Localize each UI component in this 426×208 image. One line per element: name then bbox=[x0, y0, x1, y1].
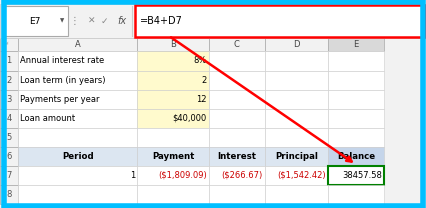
Text: 2: 2 bbox=[201, 76, 206, 84]
Text: 8: 8 bbox=[6, 190, 12, 199]
Bar bbox=[208, 90, 264, 109]
Bar bbox=[137, 109, 208, 128]
Bar bbox=[137, 166, 208, 185]
Text: Payment: Payment bbox=[152, 152, 194, 161]
Text: Principal: Principal bbox=[274, 152, 317, 161]
Bar bbox=[328, 51, 383, 71]
Text: 7: 7 bbox=[6, 171, 12, 180]
Text: ▼: ▼ bbox=[60, 19, 64, 24]
Bar bbox=[328, 71, 383, 90]
Bar bbox=[137, 147, 208, 166]
Text: 2: 2 bbox=[6, 76, 12, 84]
Text: 38457.58: 38457.58 bbox=[341, 171, 381, 180]
Text: ($1,809.09): ($1,809.09) bbox=[158, 171, 206, 180]
Text: Balance: Balance bbox=[337, 152, 374, 161]
Bar bbox=[18, 38, 137, 51]
Bar bbox=[328, 166, 383, 185]
Bar bbox=[328, 128, 383, 147]
Bar bbox=[328, 147, 383, 166]
Text: Payments per year: Payments per year bbox=[20, 95, 99, 104]
Text: ($1,542.42): ($1,542.42) bbox=[277, 171, 325, 180]
Bar bbox=[0, 38, 18, 51]
Bar bbox=[0, 128, 18, 147]
Text: 3: 3 bbox=[6, 95, 12, 104]
Bar bbox=[18, 51, 137, 71]
Bar bbox=[264, 51, 328, 71]
Text: B: B bbox=[170, 40, 176, 49]
Text: Interest: Interest bbox=[217, 152, 256, 161]
Bar bbox=[208, 51, 264, 71]
Text: C: C bbox=[233, 40, 239, 49]
Text: Period: Period bbox=[62, 152, 93, 161]
Bar bbox=[0, 185, 18, 204]
Bar bbox=[208, 147, 264, 166]
Bar bbox=[208, 71, 264, 90]
Text: 4: 4 bbox=[6, 114, 12, 123]
Bar bbox=[0, 90, 18, 109]
Bar bbox=[328, 90, 383, 109]
Text: ($266.67): ($266.67) bbox=[221, 171, 262, 180]
Bar bbox=[0, 71, 18, 90]
Bar bbox=[137, 71, 208, 90]
Text: E: E bbox=[353, 40, 358, 49]
Text: ◢: ◢ bbox=[5, 41, 8, 45]
Bar bbox=[0, 166, 18, 185]
Bar bbox=[18, 166, 137, 185]
Bar bbox=[328, 38, 383, 51]
Bar bbox=[208, 185, 264, 204]
Bar bbox=[208, 166, 264, 185]
Text: ✓: ✓ bbox=[101, 16, 108, 26]
Text: 6: 6 bbox=[6, 152, 12, 161]
Text: Annual interest rate: Annual interest rate bbox=[20, 57, 104, 66]
Text: 8%: 8% bbox=[193, 57, 206, 66]
Bar bbox=[137, 128, 208, 147]
Bar bbox=[18, 147, 137, 166]
Bar bbox=[208, 38, 264, 51]
Text: A: A bbox=[75, 40, 81, 49]
Bar bbox=[18, 71, 137, 90]
Text: E7: E7 bbox=[29, 16, 41, 26]
Text: 1: 1 bbox=[6, 57, 12, 66]
Text: Loan term (in years): Loan term (in years) bbox=[20, 76, 105, 84]
Bar bbox=[0, 109, 18, 128]
Bar bbox=[18, 185, 137, 204]
Bar bbox=[134, 5, 424, 37]
Bar bbox=[264, 71, 328, 90]
Text: 12: 12 bbox=[196, 95, 206, 104]
Text: $40,000: $40,000 bbox=[172, 114, 206, 123]
Text: Loan amount: Loan amount bbox=[20, 114, 75, 123]
Text: 5: 5 bbox=[6, 133, 12, 142]
Bar bbox=[208, 109, 264, 128]
Bar bbox=[264, 38, 328, 51]
Bar bbox=[328, 185, 383, 204]
Bar bbox=[137, 38, 208, 51]
Bar bbox=[264, 128, 328, 147]
Bar bbox=[137, 51, 208, 71]
Bar bbox=[264, 147, 328, 166]
Bar bbox=[0, 51, 18, 71]
Text: =B4+D7: =B4+D7 bbox=[139, 16, 182, 26]
Bar bbox=[264, 185, 328, 204]
Bar bbox=[208, 128, 264, 147]
Bar bbox=[2, 6, 68, 36]
Text: 1: 1 bbox=[130, 171, 135, 180]
Bar bbox=[18, 90, 137, 109]
Text: ✕: ✕ bbox=[88, 16, 95, 26]
Bar bbox=[264, 90, 328, 109]
Bar bbox=[0, 4, 426, 38]
Text: D: D bbox=[293, 40, 299, 49]
Bar bbox=[328, 109, 383, 128]
Bar bbox=[137, 90, 208, 109]
Text: fx: fx bbox=[117, 16, 126, 26]
Bar bbox=[0, 147, 18, 166]
Bar bbox=[137, 185, 208, 204]
Bar bbox=[264, 109, 328, 128]
Text: ⋮: ⋮ bbox=[70, 16, 79, 26]
Bar bbox=[18, 128, 137, 147]
Bar bbox=[264, 166, 328, 185]
Bar bbox=[18, 109, 137, 128]
